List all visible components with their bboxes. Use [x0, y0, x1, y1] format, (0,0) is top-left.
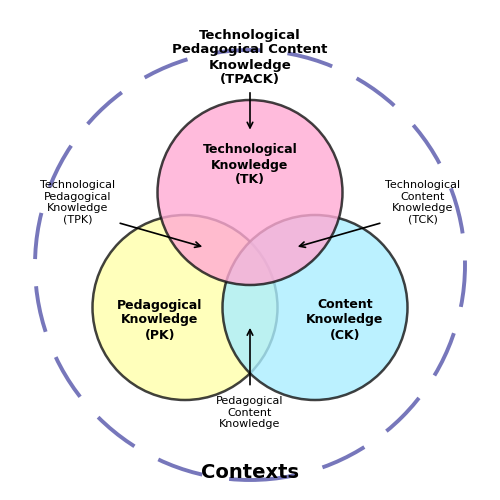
Text: Technological
Knowledge
(TK): Technological Knowledge (TK)	[202, 144, 298, 186]
Circle shape	[222, 215, 408, 400]
Text: Pedagogical
Knowledge
(PK): Pedagogical Knowledge (PK)	[118, 298, 202, 342]
Circle shape	[92, 215, 278, 400]
Text: Technological
Pedagogical
Knowledge
(TPK): Technological Pedagogical Knowledge (TPK…	[40, 180, 115, 225]
Text: Contexts: Contexts	[201, 463, 299, 482]
Circle shape	[158, 100, 342, 285]
Text: Technological
Content
Knowledge
(TCK): Technological Content Knowledge (TCK)	[385, 180, 460, 225]
Text: Pedagogical
Content
Knowledge: Pedagogical Content Knowledge	[216, 396, 284, 429]
Text: Content
Knowledge
(CK): Content Knowledge (CK)	[306, 298, 384, 342]
Text: Technological
Pedagogical Content
Knowledge
(TPACK): Technological Pedagogical Content Knowle…	[172, 28, 328, 86]
